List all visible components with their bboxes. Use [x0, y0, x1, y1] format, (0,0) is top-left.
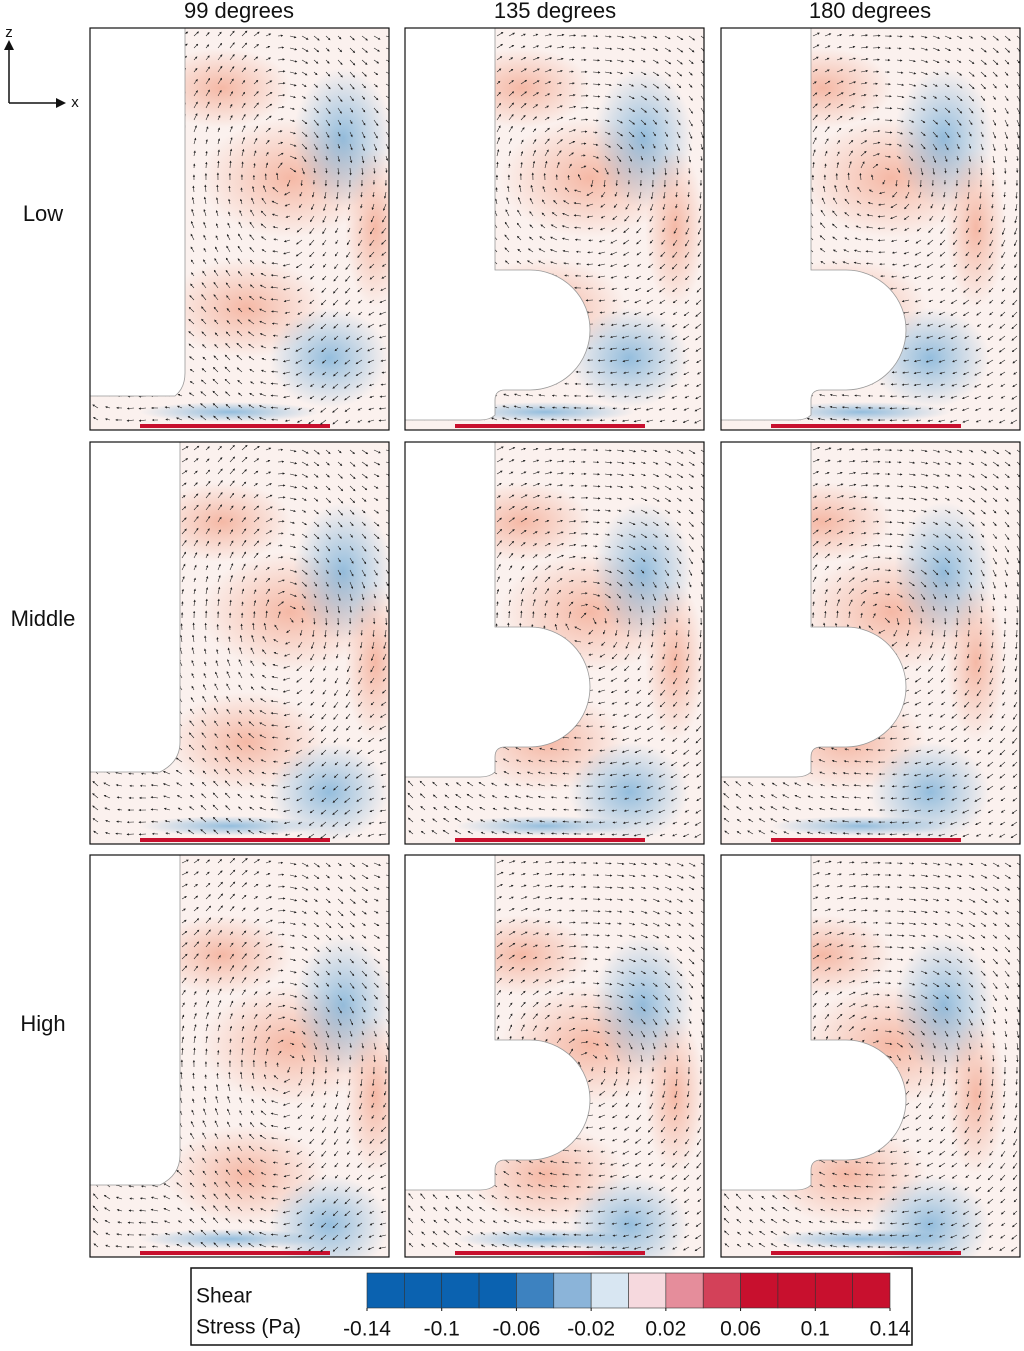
shear-blob: [269, 308, 389, 408]
flow-panel: [89, 27, 390, 431]
panel-content: [721, 442, 1020, 844]
wall-strip: [140, 424, 330, 428]
panel-content: [90, 442, 389, 844]
flow-panel: [404, 441, 705, 845]
shear-blob: [455, 816, 635, 836]
panel-content: [90, 28, 389, 430]
shear-blob: [645, 582, 704, 742]
shear-blob: [946, 582, 1006, 742]
wall-strip: [455, 424, 645, 428]
flow-panel: [89, 441, 390, 845]
solid-region: [90, 28, 186, 397]
shear-blob: [140, 816, 320, 836]
panels: [89, 27, 1021, 1258]
shear-blob: [645, 148, 704, 308]
wall-strip: [140, 838, 330, 842]
wall-strip: [771, 838, 961, 842]
panel-content: [721, 28, 1020, 430]
solid-region: [90, 442, 181, 773]
flow-panel: [720, 27, 1021, 431]
wall-strip: [771, 424, 961, 428]
flow-panel: [720, 441, 1021, 845]
shear-blob: [345, 148, 389, 308]
panel-content: [405, 28, 704, 430]
shear-blob: [946, 148, 1006, 308]
wall-strip: [455, 838, 645, 842]
shear-blob: [140, 402, 320, 422]
flow-panel: [404, 27, 705, 431]
panel-content: [405, 442, 704, 844]
shear-blob: [345, 582, 389, 742]
